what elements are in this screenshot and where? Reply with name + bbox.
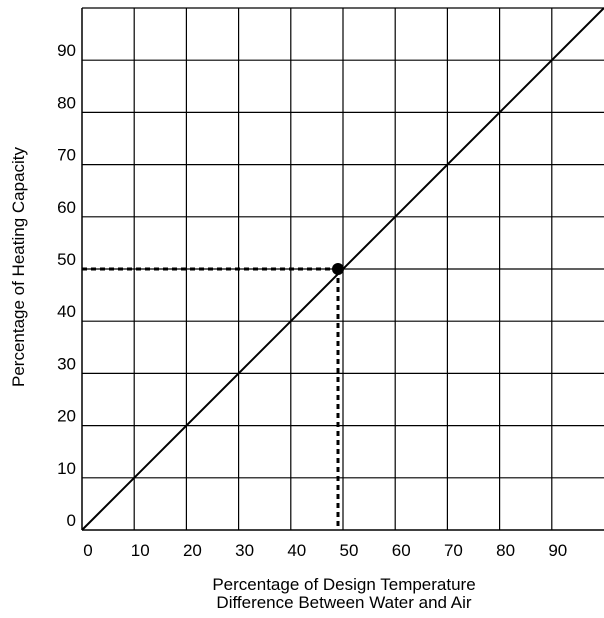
x-tick-label: 70 — [444, 541, 463, 560]
highlight-point-marker — [332, 263, 344, 275]
y-tick-label: 0 — [67, 511, 76, 530]
x-tick-label: 10 — [131, 541, 150, 560]
y-tick-label: 20 — [57, 407, 76, 426]
y-tick-label: 80 — [57, 93, 76, 112]
y-tick-label: 30 — [57, 354, 76, 373]
y-axis-title: Percentage of Heating Capacity — [9, 146, 28, 387]
x-tick-label: 60 — [392, 541, 411, 560]
x-axis-title-line-1: Percentage of Design Temperature — [212, 575, 475, 594]
y-tick-label: 50 — [57, 250, 76, 269]
x-tick-label: 0 — [83, 541, 92, 560]
y-tick-label: 40 — [57, 302, 76, 321]
x-axis-title-line-2: Difference Between Water and Air — [216, 593, 471, 612]
y-tick-label: 90 — [57, 41, 76, 60]
y-tick-label: 70 — [57, 146, 76, 165]
y-tick-label: 10 — [57, 459, 76, 478]
x-tick-label: 90 — [548, 541, 567, 560]
x-tick-label: 30 — [235, 541, 254, 560]
plot-frame — [81, 7, 604, 531]
tick-labels: 0 10 20 30 40 50 60 70 80 90 0 10 20 30 40 50 60 70 80 90 — [57, 41, 567, 560]
y-tick-label: 60 — [57, 198, 76, 217]
guide-lines — [82, 267, 340, 530]
x-tick-label: 20 — [183, 541, 202, 560]
series-lines — [81, 7, 604, 531]
x-tick-label: 40 — [287, 541, 306, 560]
x-tick-label: 50 — [340, 541, 359, 560]
x-tick-label: 80 — [496, 541, 515, 560]
